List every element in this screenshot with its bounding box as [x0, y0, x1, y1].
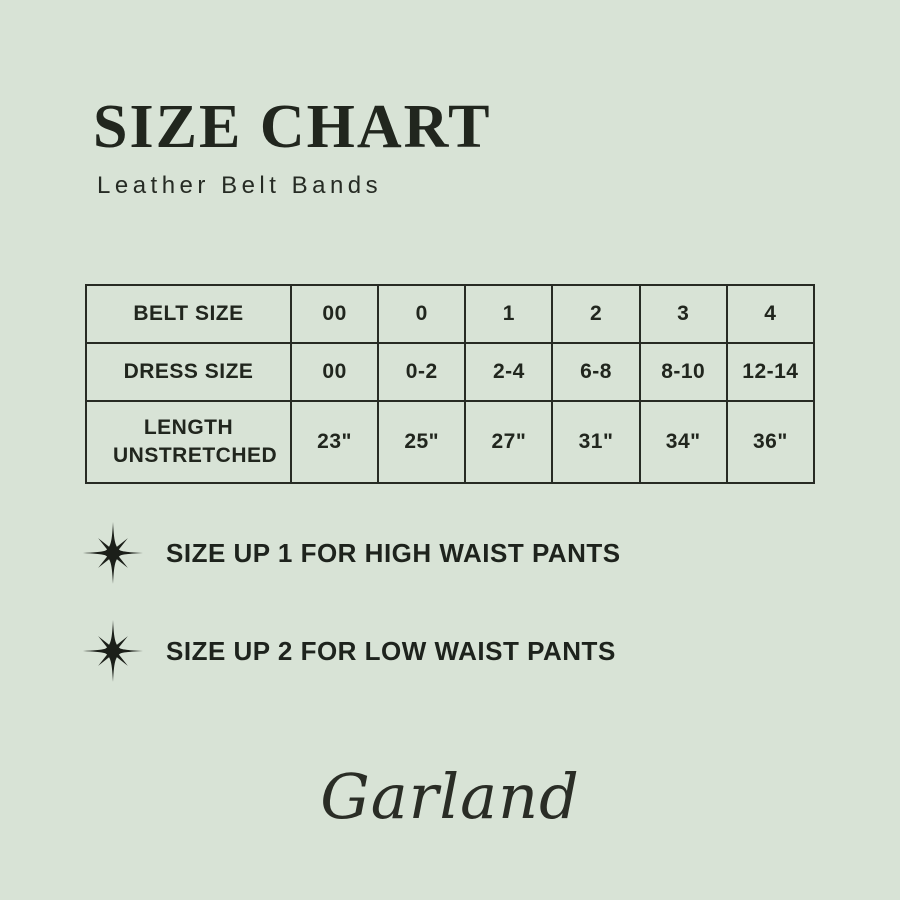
size-value-cell: 2 — [551, 284, 641, 344]
size-value-cell: 3 — [638, 284, 728, 344]
note-text: SIZE UP 2 FOR LOW WAIST PANTS — [166, 635, 616, 666]
size-value-cell: 31" — [551, 400, 641, 484]
row-header-cell: LENGTH UNSTRETCHED — [85, 400, 292, 484]
size-value-cell: 00 — [289, 342, 380, 402]
note-text: SIZE UP 1 FOR HIGH WAIST PANTS — [166, 537, 621, 568]
size-value-cell: 27" — [464, 400, 554, 484]
size-value-cell: 25" — [377, 400, 467, 484]
size-value-cell: 0-2 — [377, 342, 467, 402]
sparkle-icon — [83, 620, 143, 682]
size-value-cell: 34" — [638, 400, 728, 484]
size-value-cell: 36" — [725, 400, 816, 484]
note-size-up-low-waist: SIZE UP 2 FOR LOW WAIST PANTS — [81, 618, 616, 684]
page-title: SIZE CHART — [93, 93, 492, 161]
brand-logo: Garland — [320, 760, 580, 833]
page-subtitle: Leather Belt Bands — [97, 172, 383, 199]
row-header-cell: DRESS SIZE — [85, 342, 292, 402]
size-value-cell: 12-14 — [725, 342, 816, 402]
size-value-cell: 4 — [725, 284, 816, 344]
size-value-cell: 23" — [289, 400, 380, 484]
size-value-cell: 1 — [464, 284, 554, 344]
size-value-cell: 6-8 — [551, 342, 641, 402]
note-size-up-high-waist: SIZE UP 1 FOR HIGH WAIST PANTS — [81, 520, 621, 586]
size-table: BELT SIZE 00 0 1 2 3 4 DRESS SIZE 00 0-2… — [85, 284, 816, 484]
row-header-cell: BELT SIZE — [85, 284, 292, 344]
table-row-dress-size: DRESS SIZE 00 0-2 2-4 6-8 8-10 12-14 — [85, 342, 816, 402]
table-row-length-unstretched: LENGTH UNSTRETCHED 23" 25" 27" 31" 34" 3… — [85, 400, 816, 484]
sparkle-icon — [83, 522, 143, 584]
size-value-cell: 00 — [289, 284, 380, 344]
size-value-cell: 2-4 — [464, 342, 554, 402]
size-value-cell: 0 — [377, 284, 467, 344]
size-value-cell: 8-10 — [638, 342, 728, 402]
table-row-belt-size: BELT SIZE 00 0 1 2 3 4 — [85, 284, 816, 344]
